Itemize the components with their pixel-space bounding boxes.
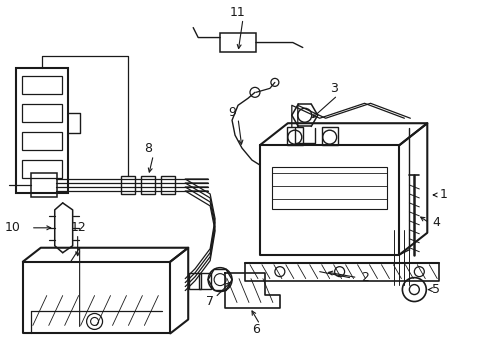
Text: 2: 2 — [361, 271, 368, 284]
Text: 7: 7 — [206, 295, 214, 308]
Bar — [121, 176, 135, 194]
Bar — [22, 104, 61, 122]
Bar — [321, 127, 337, 145]
Text: 8: 8 — [144, 141, 152, 155]
Text: 4: 4 — [431, 216, 439, 229]
Text: 1: 1 — [438, 188, 446, 202]
Text: 12: 12 — [71, 221, 86, 234]
Text: 11: 11 — [230, 6, 245, 19]
Text: 6: 6 — [251, 323, 259, 336]
Bar — [16, 68, 67, 193]
Bar — [22, 160, 61, 178]
Bar — [22, 132, 61, 150]
Text: 3: 3 — [329, 82, 337, 95]
Bar — [199, 273, 211, 289]
Bar — [286, 127, 302, 145]
Bar — [31, 173, 57, 197]
Bar — [189, 273, 201, 289]
Bar — [161, 176, 175, 194]
Text: 10: 10 — [5, 221, 21, 234]
Bar — [141, 176, 155, 194]
Text: 9: 9 — [227, 106, 235, 119]
Bar — [220, 32, 255, 53]
Bar — [22, 76, 61, 94]
Text: 5: 5 — [431, 283, 439, 296]
Bar — [271, 167, 386, 209]
